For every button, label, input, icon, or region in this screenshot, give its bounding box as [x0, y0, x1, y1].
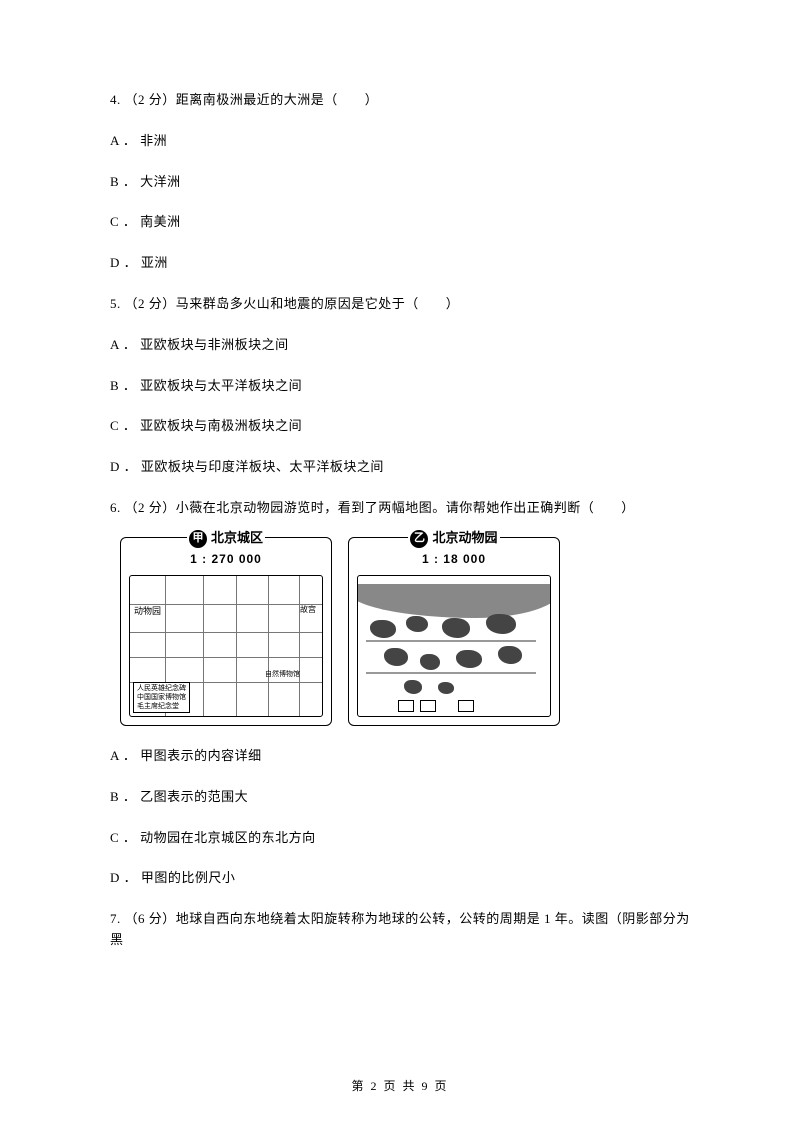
map-jia-gugong: 故宫: [300, 604, 316, 617]
map-jia-area: 动物园 故宫 自然博物馆 人民英雄纪念碑 中国国家博物馆 毛主席纪念堂: [129, 575, 323, 717]
map-jia-label-wrap: 甲 北京城区: [121, 527, 331, 549]
question-5-option-c: C ． 亚欧板块与南极洲板块之间: [110, 416, 700, 437]
page-footer: 第 2 页 共 9 页: [0, 1077, 800, 1096]
question-6-option-c: C ． 动物园在北京城区的东北方向: [110, 828, 700, 849]
map-yi-label-wrap: 乙 北京动物园: [349, 527, 559, 549]
page-content: 4. （2 分）距离南极洲最近的大洲是（ ） A ． 非洲 B ． 大洋洲 C …: [0, 0, 800, 1001]
map-jia: 甲 北京城区 1 : 270 000 动物园 故宫 自然博物馆 人民英雄纪: [120, 537, 332, 726]
map-jia-badge-char: 甲: [189, 530, 207, 548]
question-7-stem: 7. （6 分）地球自西向东地绕着太阳旋转称为地球的公转，公转的周期是 1 年。…: [110, 909, 700, 951]
question-6-option-b: B ． 乙图表示的范围大: [110, 787, 700, 808]
question-4-option-d: D ． 亚洲: [110, 253, 700, 274]
legend-item-1: 人民英雄纪念碑: [137, 684, 186, 693]
map-jia-badge: 甲 北京城区: [187, 528, 265, 549]
question-4-option-a: A ． 非洲: [110, 131, 700, 152]
question-5-option-a: A ． 亚欧板块与非洲板块之间: [110, 335, 700, 356]
figure-container: 甲 北京城区 1 : 270 000 动物园 故宫 自然博物馆 人民英雄纪: [120, 537, 700, 726]
map-yi-badge-char: 乙: [410, 530, 428, 548]
question-5-option-d: D ． 亚欧板块与印度洋板块、太平洋板块之间: [110, 457, 700, 478]
question-4-option-c: C ． 南美洲: [110, 212, 700, 233]
map-yi-title: 北京动物园: [432, 528, 497, 549]
map-yi: 乙 北京动物园 1 : 18 000: [348, 537, 560, 726]
legend-item-3: 毛主席纪念堂: [137, 702, 186, 711]
question-6-option-a: A ． 甲图表示的内容详细: [110, 746, 700, 767]
question-5-stem: 5. （2 分）马来群岛多火山和地震的原因是它处于（ ）: [110, 294, 700, 315]
question-5-option-b: B ． 亚欧板块与太平洋板块之间: [110, 376, 700, 397]
map-jia-natmuseum: 自然博物馆: [265, 669, 300, 680]
map-jia-legend: 人民英雄纪念碑 中国国家博物馆 毛主席纪念堂: [133, 682, 190, 713]
map-yi-area: [357, 575, 551, 717]
legend-item-2: 中国国家博物馆: [137, 693, 186, 702]
map-jia-title: 北京城区: [211, 528, 263, 549]
map-yi-badge: 乙 北京动物园: [408, 528, 499, 549]
map-yi-scale: 1 : 18 000: [349, 550, 559, 569]
question-4-stem: 4. （2 分）距离南极洲最近的大洲是（ ）: [110, 90, 700, 111]
question-6-option-d: D ． 甲图的比例尺小: [110, 868, 700, 889]
map-jia-scale: 1 : 270 000: [121, 550, 331, 569]
question-4-option-b: B ． 大洋洲: [110, 172, 700, 193]
river-shape: [357, 584, 551, 618]
question-6-stem: 6. （2 分）小薇在北京动物园游览时，看到了两幅地图。请你帮她作出正确判断（ …: [110, 498, 700, 519]
map-jia-zoo-label: 动物园: [134, 604, 161, 618]
